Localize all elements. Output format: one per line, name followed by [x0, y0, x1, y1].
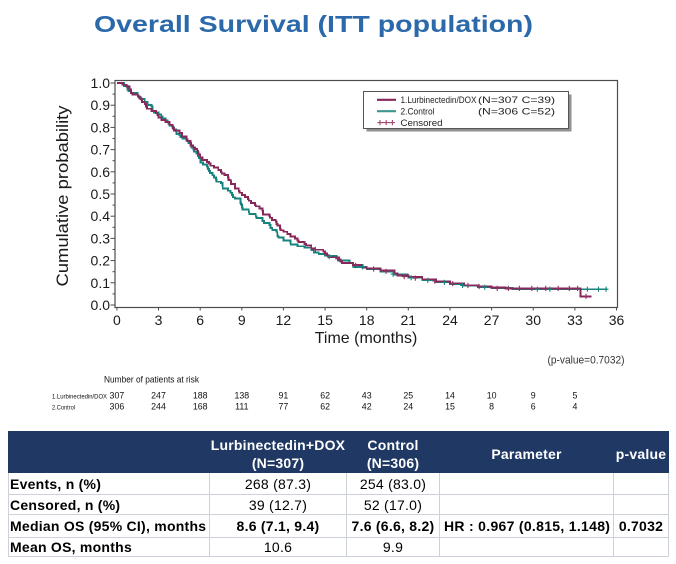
svg-text:27: 27 — [484, 312, 500, 328]
svg-text:18: 18 — [359, 312, 375, 328]
svg-text:Number of patients at risk: Number of patients at risk — [104, 375, 200, 385]
svg-text:77: 77 — [279, 402, 289, 412]
svg-text:6: 6 — [196, 312, 204, 328]
svg-text:0.6: 0.6 — [91, 164, 111, 180]
svg-text:25: 25 — [403, 391, 413, 401]
svg-text:1.Lurbinectedin/DOX: 1.Lurbinectedin/DOX — [52, 394, 108, 401]
svg-text:9: 9 — [238, 312, 246, 328]
svg-text:1.0: 1.0 — [91, 75, 111, 91]
svg-text:244: 244 — [151, 402, 166, 412]
svg-text:62: 62 — [320, 402, 330, 412]
svg-text:91: 91 — [279, 391, 289, 401]
svg-text:0.4: 0.4 — [91, 208, 111, 224]
svg-text:33: 33 — [567, 312, 583, 328]
svg-text:306: 306 — [110, 402, 125, 412]
svg-text:0.5: 0.5 — [91, 186, 111, 202]
svg-text:9: 9 — [531, 391, 536, 401]
svg-text:62: 62 — [320, 391, 330, 401]
svg-text:0.3: 0.3 — [91, 230, 111, 246]
svg-text:2.Control: 2.Control — [401, 107, 435, 118]
svg-text:15: 15 — [317, 312, 333, 328]
svg-text:0.1: 0.1 — [91, 275, 111, 291]
svg-text:(p-value=0.7032): (p-value=0.7032) — [548, 355, 625, 367]
svg-text:0: 0 — [113, 312, 121, 328]
svg-text:8: 8 — [489, 402, 494, 412]
svg-text:138: 138 — [234, 391, 249, 401]
svg-text:307: 307 — [110, 391, 125, 401]
svg-text:188: 188 — [193, 391, 208, 401]
svg-text:111: 111 — [235, 402, 248, 412]
svg-text:0.8: 0.8 — [91, 119, 111, 135]
svg-text:14: 14 — [445, 391, 455, 401]
svg-text:Time (months): Time (months) — [315, 330, 418, 347]
svg-text:15: 15 — [445, 402, 455, 412]
svg-text:30: 30 — [525, 312, 541, 328]
svg-text:Cumulative probability: Cumulative probability — [54, 105, 72, 287]
svg-text:36: 36 — [609, 312, 625, 328]
svg-text:(N=307 C=39): (N=307 C=39) — [478, 95, 555, 106]
svg-text:Censored: Censored — [401, 118, 443, 129]
svg-text:42: 42 — [362, 402, 372, 412]
svg-text:43: 43 — [362, 391, 372, 401]
svg-text:21: 21 — [401, 312, 417, 328]
svg-text:24: 24 — [442, 312, 458, 328]
svg-text:3: 3 — [155, 312, 163, 328]
svg-text:(N=306 C=52): (N=306 C=52) — [478, 107, 555, 118]
svg-text:0.7: 0.7 — [91, 142, 111, 158]
svg-text:0.9: 0.9 — [91, 97, 111, 113]
svg-text:168: 168 — [193, 402, 208, 412]
svg-text:24: 24 — [403, 402, 413, 412]
svg-text:0.0: 0.0 — [91, 297, 111, 313]
svg-text:6: 6 — [531, 402, 536, 412]
svg-text:4: 4 — [572, 402, 577, 412]
svg-text:5: 5 — [572, 391, 577, 401]
svg-text:12: 12 — [276, 312, 292, 328]
svg-text:10: 10 — [487, 391, 497, 401]
svg-text:2.Control: 2.Control — [52, 405, 75, 412]
svg-text:247: 247 — [151, 391, 166, 401]
svg-text:1.Lurbinectedin/DOX: 1.Lurbinectedin/DOX — [401, 95, 478, 106]
svg-text:0.2: 0.2 — [91, 253, 111, 269]
